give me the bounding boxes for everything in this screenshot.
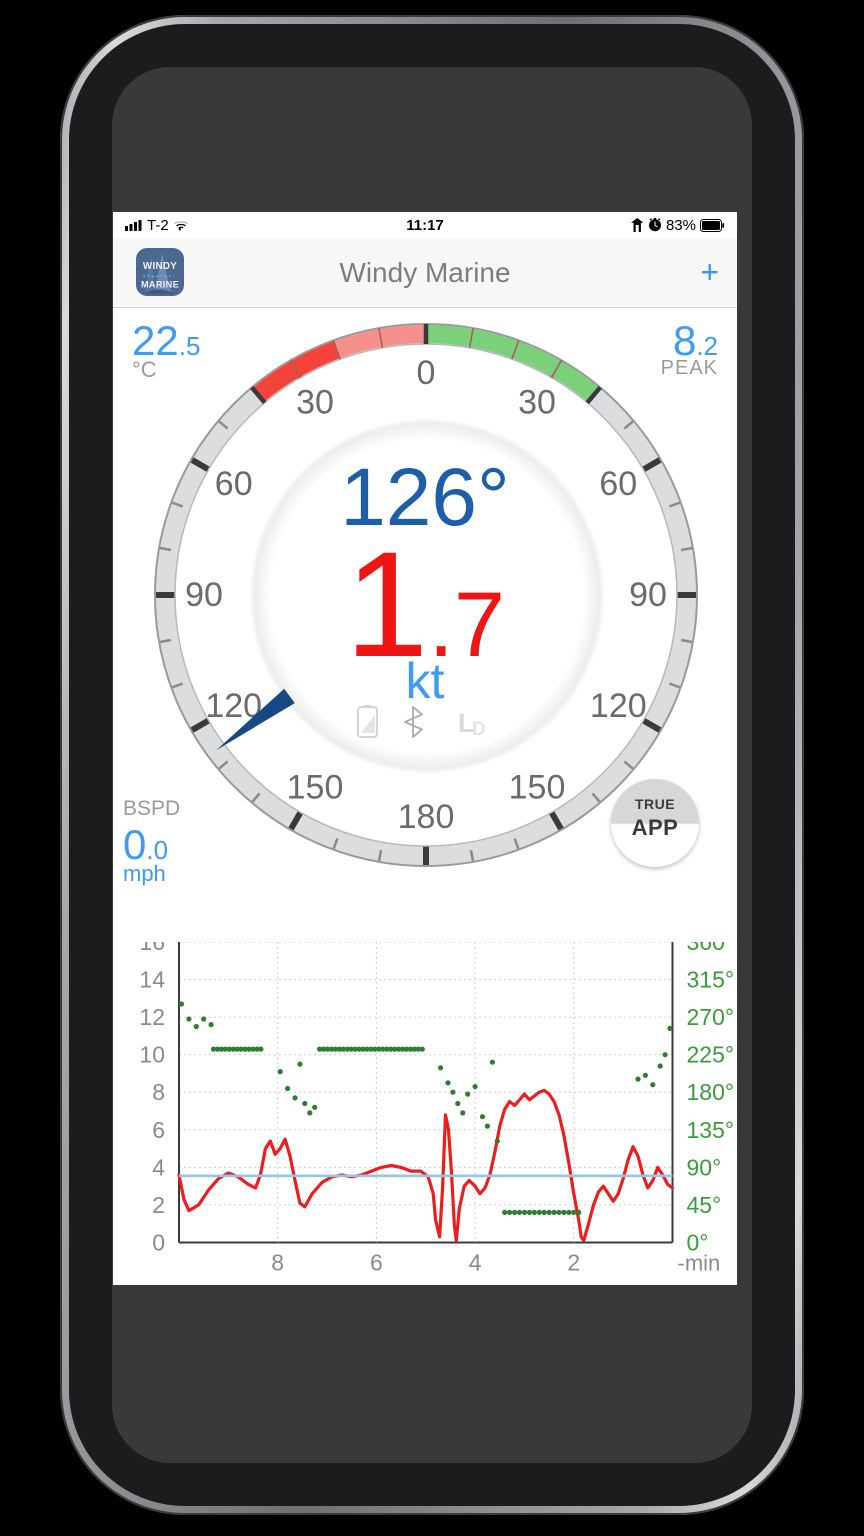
svg-text:0: 0 bbox=[152, 1230, 165, 1256]
svg-text:4: 4 bbox=[152, 1154, 165, 1180]
svg-text:14: 14 bbox=[139, 967, 165, 993]
svg-text:6: 6 bbox=[152, 1117, 165, 1143]
svg-text:12: 12 bbox=[139, 1004, 165, 1030]
svg-text:360°: 360° bbox=[687, 942, 735, 955]
svg-text:180°: 180° bbox=[687, 1079, 735, 1105]
svg-text:135°: 135° bbox=[687, 1117, 735, 1143]
svg-text:2: 2 bbox=[567, 1250, 580, 1276]
svg-text:270°: 270° bbox=[687, 1004, 735, 1030]
svg-text:90°: 90° bbox=[687, 1154, 722, 1180]
svg-text:D: D bbox=[472, 719, 486, 739]
svg-text:2: 2 bbox=[152, 1192, 165, 1218]
svg-text:30: 30 bbox=[296, 384, 334, 422]
svg-text:30: 30 bbox=[518, 384, 556, 422]
svg-text:150: 150 bbox=[287, 768, 344, 806]
svg-text:180: 180 bbox=[398, 798, 455, 836]
svg-text:10: 10 bbox=[139, 1042, 165, 1068]
svg-text:225°: 225° bbox=[687, 1042, 735, 1068]
svg-text:16: 16 bbox=[139, 942, 165, 955]
svg-text:150: 150 bbox=[509, 768, 566, 806]
svg-text:-min: -min bbox=[678, 1251, 721, 1276]
svg-text:315°: 315° bbox=[687, 967, 735, 993]
svg-text:8: 8 bbox=[152, 1079, 165, 1105]
svg-text:6: 6 bbox=[370, 1250, 383, 1276]
svg-text:4: 4 bbox=[469, 1250, 482, 1276]
svg-text:8: 8 bbox=[271, 1250, 284, 1276]
svg-text:0: 0 bbox=[417, 354, 436, 392]
svg-text:45°: 45° bbox=[687, 1192, 722, 1218]
